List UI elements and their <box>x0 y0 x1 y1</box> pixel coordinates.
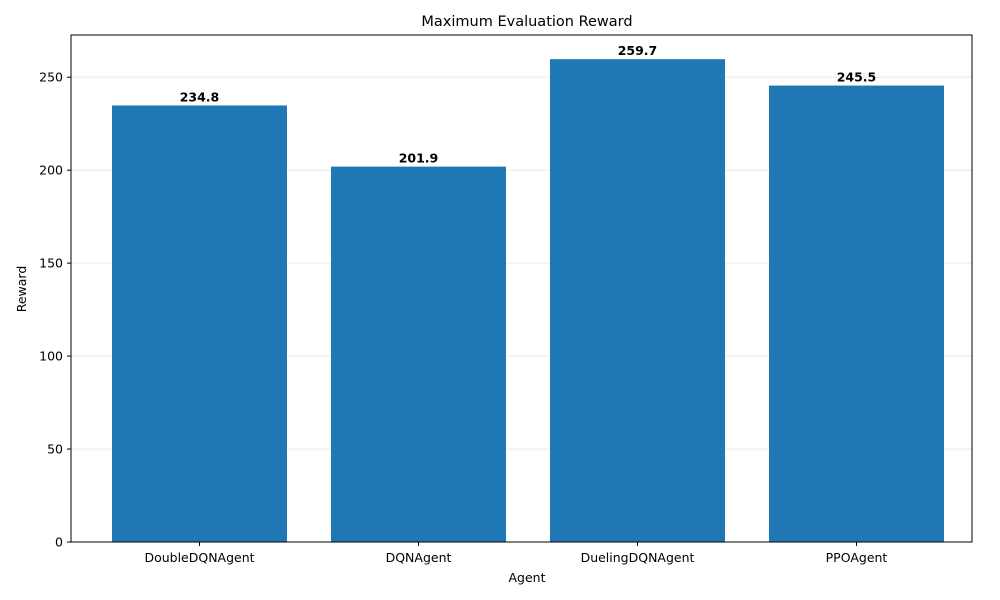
x-axis-ticks: DoubleDQNAgent DQNAgent DuelingDQNAgent PPO… <box>144 542 887 565</box>
y-tick-label: 250 <box>39 70 63 85</box>
y-tick-label: 200 <box>39 163 63 178</box>
data-labels: 234.8 201.9 259.7 245.5 <box>180 43 877 165</box>
y-axis-label: Reward <box>14 266 29 313</box>
x-tick-label: DoubleDQNAgent <box>144 550 254 565</box>
bar <box>112 105 287 543</box>
bar-value-label: 245.5 <box>837 70 877 85</box>
chart-title: Maximum Evaluation Reward <box>421 14 632 30</box>
bar <box>769 85 944 542</box>
bar <box>331 166 506 542</box>
y-tick-label: 150 <box>39 256 63 271</box>
bar-value-label: 234.8 <box>180 89 220 104</box>
bars <box>112 59 944 543</box>
y-tick-label: 50 <box>47 442 63 457</box>
x-tick-label: PPOAgent <box>826 550 888 565</box>
x-tick-label: DuelingDQNAgent <box>581 550 695 565</box>
bar-value-label: 201.9 <box>399 151 439 166</box>
x-axis-label: Agent <box>509 570 546 585</box>
bar-value-label: 259.7 <box>618 43 658 58</box>
y-tick-label: 100 <box>39 349 63 364</box>
bar <box>550 59 725 542</box>
plot-frame <box>70 34 973 543</box>
y-axis-ticks: 0 50 100 150 200 250 <box>39 70 71 550</box>
x-tick-label: DQNAgent <box>386 550 452 565</box>
y-tick-label: 0 <box>55 535 63 550</box>
